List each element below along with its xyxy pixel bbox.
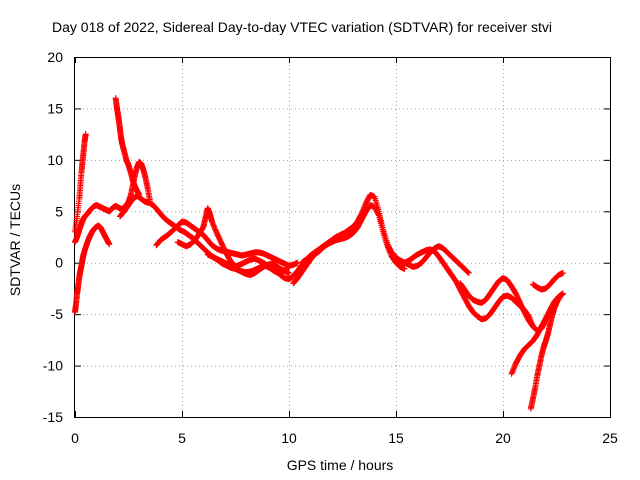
y-tick-label: 15 <box>47 100 63 116</box>
y-tick-label: -15 <box>43 409 63 425</box>
data-point <box>465 270 472 276</box>
y-tick-label: 20 <box>47 49 63 65</box>
y-tick-label: -10 <box>43 358 63 374</box>
y-tick-label: 5 <box>55 203 63 219</box>
x-tick-label: 5 <box>178 430 186 446</box>
series-sat-g <box>174 205 292 279</box>
x-tick-label: 25 <box>602 430 618 446</box>
grid <box>75 57 610 417</box>
x-tick-label: 20 <box>495 430 511 446</box>
series-sat-n <box>527 290 566 412</box>
series-sat-o <box>529 270 566 293</box>
y-tick-label: 10 <box>47 152 63 168</box>
x-tick-label: 10 <box>281 430 297 446</box>
x-tick-label: 15 <box>388 430 404 446</box>
x-tick-label: 0 <box>71 430 79 446</box>
data-point <box>559 270 566 276</box>
y-tick-label: -5 <box>51 306 64 322</box>
axis-ticks: 0 5 10 15 20 25 -15 -10 -5 0 5 10 15 20 <box>43 49 618 446</box>
data-points <box>72 95 566 412</box>
y-axis-label: SDTVAR / TECUs <box>7 184 23 296</box>
data-point <box>106 241 113 248</box>
data-point <box>82 131 89 138</box>
data-point <box>559 290 566 297</box>
data-point <box>286 270 292 276</box>
y-tick-label: 0 <box>55 255 63 271</box>
series-sat-d <box>112 95 143 198</box>
data-point <box>401 265 408 272</box>
x-axis-label: GPS time / hours <box>287 457 394 473</box>
series-sat-h <box>204 251 305 283</box>
series-sat-c <box>72 131 89 235</box>
chart-title: Day 018 of 2022, Sidereal Day-to-day VTE… <box>52 19 552 35</box>
series-sat-b <box>72 222 113 316</box>
